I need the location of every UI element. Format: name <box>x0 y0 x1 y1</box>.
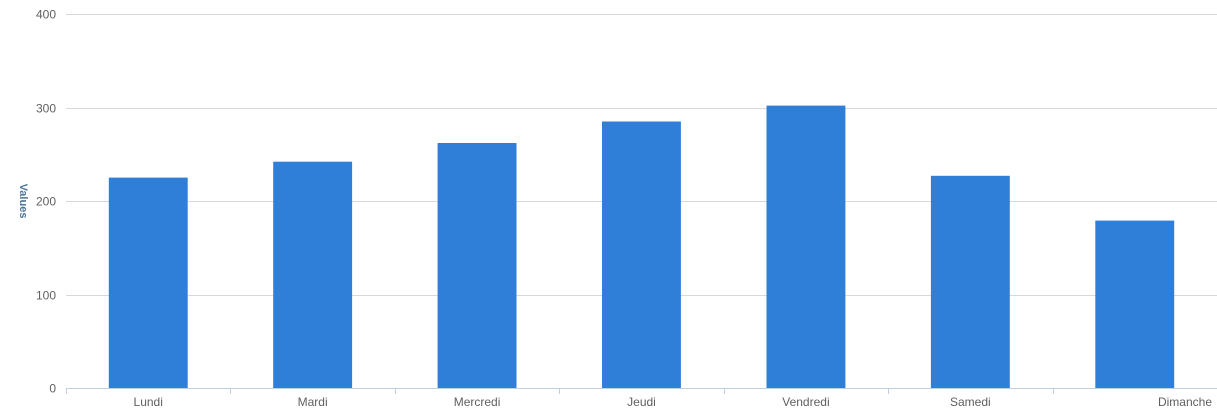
y-tick-label: 200 <box>36 195 56 209</box>
bar-samedi[interactable] <box>930 175 1010 388</box>
x-tick-label: Mercredi <box>454 395 501 408</box>
x-tick-label: Dimanche <box>1158 395 1212 408</box>
x-tick-labels: Lundi Mardi Mercredi Jeudi Vendredi Samedi Dim… <box>134 395 1213 408</box>
bars <box>108 105 1175 389</box>
x-tick-label: Samedi <box>950 395 991 408</box>
x-tick-label: Lundi <box>134 395 163 408</box>
y-tick-label: 100 <box>36 289 56 303</box>
x-tick-label: Vendredi <box>782 395 829 408</box>
y-tick-label: 300 <box>36 102 56 116</box>
bar-mardi[interactable] <box>273 161 353 388</box>
y-tick-label: 400 <box>36 8 56 22</box>
bar-mercredi[interactable] <box>437 143 517 388</box>
bar-jeudi[interactable] <box>602 121 681 389</box>
bar-lundi[interactable] <box>108 177 188 388</box>
y-tick-label: 0 <box>49 382 56 396</box>
bar-dimanche[interactable] <box>1095 220 1175 388</box>
x-tick-label: Mardi <box>298 395 328 408</box>
bar-vendredi[interactable] <box>766 105 846 388</box>
y-axis-title: Values <box>17 184 29 219</box>
y-tick-labels: 0 100 200 300 400 <box>36 8 56 396</box>
x-tick-label: Jeudi <box>627 395 656 408</box>
axes <box>66 388 1217 394</box>
